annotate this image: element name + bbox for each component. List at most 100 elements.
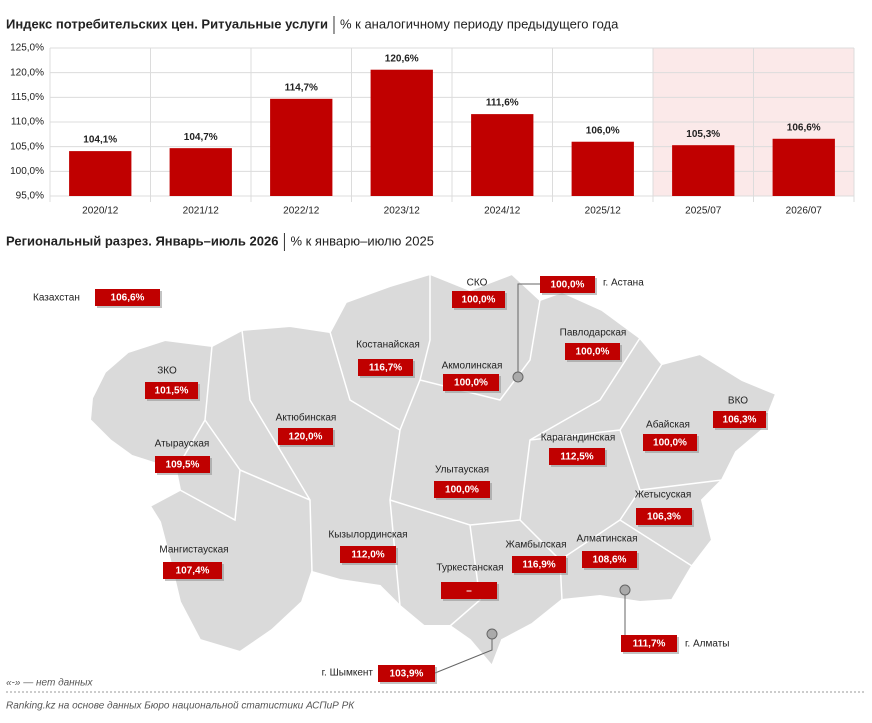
region-name: Казахстан bbox=[33, 293, 80, 304]
value-box bbox=[434, 481, 490, 498]
value-box bbox=[145, 382, 198, 399]
x-tick-label: 2020/12 bbox=[82, 206, 119, 217]
region-name: Туркестанская bbox=[436, 563, 503, 574]
value-label: 120,6% bbox=[385, 53, 419, 64]
x-tick-label: 2023/12 bbox=[384, 206, 421, 217]
region-name: Мангистауская bbox=[159, 545, 228, 556]
value-box bbox=[443, 374, 499, 391]
region-name: Павлодарская bbox=[560, 328, 627, 339]
value-label: 104,1% bbox=[83, 135, 117, 146]
bar bbox=[69, 151, 132, 196]
region-value: 112,0% bbox=[351, 550, 384, 561]
value-box bbox=[713, 411, 766, 428]
region-value: 112,5% bbox=[560, 452, 593, 463]
city-dot bbox=[486, 628, 498, 640]
region-value: 100,0% bbox=[551, 280, 585, 291]
region-name: Атырауская bbox=[155, 439, 210, 450]
value-box bbox=[621, 635, 677, 652]
footnote: «-» — нет данных bbox=[6, 678, 94, 689]
region-name: Костанайская bbox=[356, 340, 420, 351]
value-box bbox=[452, 291, 505, 308]
region-name: Кызылординская bbox=[328, 530, 407, 541]
region-value: 109,5% bbox=[166, 460, 200, 471]
bar bbox=[370, 69, 433, 196]
x-tick-label: 2021/12 bbox=[183, 206, 220, 217]
value-box bbox=[540, 276, 595, 293]
region-name: г. Алматы bbox=[685, 639, 729, 650]
value-box bbox=[636, 508, 692, 525]
region-name: ВКО bbox=[728, 396, 748, 407]
value-label: 111,6% bbox=[486, 98, 519, 109]
region-name: Улытауская bbox=[435, 465, 489, 476]
x-tick-label: 2025/07 bbox=[685, 206, 722, 217]
region-name: Актюбинская bbox=[276, 412, 337, 424]
value-label: 104,7% bbox=[184, 132, 218, 143]
value-box bbox=[565, 343, 620, 360]
x-tick-label: 2022/12 bbox=[283, 206, 320, 217]
region-name: г. Астана bbox=[603, 278, 644, 289]
y-tick-label: 100,0% bbox=[10, 166, 44, 177]
region-value: 100,0% bbox=[454, 378, 488, 389]
region-value: 100,0% bbox=[462, 295, 496, 306]
value-box bbox=[278, 428, 333, 445]
city-dot bbox=[619, 584, 631, 596]
region-name: Абайская bbox=[646, 419, 690, 431]
value-box bbox=[378, 665, 435, 682]
value-box bbox=[643, 434, 697, 451]
bar bbox=[772, 138, 835, 196]
region-value: 101,5% bbox=[155, 386, 189, 397]
value-box bbox=[441, 582, 497, 599]
city-dot bbox=[512, 371, 524, 383]
region-value: 100,0% bbox=[576, 347, 610, 358]
value-box bbox=[163, 562, 222, 579]
region-value: – bbox=[466, 586, 472, 597]
value-box bbox=[340, 546, 396, 563]
region-value: 116,7% bbox=[369, 363, 402, 374]
y-tick-label: 120,0% bbox=[10, 67, 44, 78]
region-value: 111,7% bbox=[633, 639, 666, 650]
region-value: 107,4% bbox=[176, 566, 210, 577]
source: Ranking.kz на основе данных Бюро национа… bbox=[6, 701, 355, 712]
map-subtitle: % к январю–июлю 2025 bbox=[290, 233, 433, 248]
region-name: СКО bbox=[467, 278, 488, 289]
region-name: Алматинская bbox=[577, 534, 638, 545]
bar bbox=[270, 98, 333, 196]
pointer bbox=[517, 283, 540, 377]
chart-subtitle: % к аналогичному периоду предыдущего год… bbox=[340, 16, 619, 31]
y-tick-label: 125,0% bbox=[10, 43, 44, 54]
region-value: 106,3% bbox=[723, 415, 757, 426]
chart-title: Индекс потребительских цен. Ритуальные у… bbox=[6, 16, 328, 31]
value-label: 114,7% bbox=[285, 82, 318, 93]
region-name: Жамбылская bbox=[506, 539, 567, 551]
value-box bbox=[95, 289, 160, 306]
y-tick-label: 105,0% bbox=[10, 141, 44, 152]
value-box bbox=[155, 456, 210, 473]
region-name: Жетысуская bbox=[635, 490, 692, 501]
region-value: 120,0% bbox=[289, 432, 323, 443]
x-tick-label: 2025/12 bbox=[585, 206, 622, 217]
value-box bbox=[582, 551, 637, 568]
bar bbox=[169, 148, 232, 196]
map-title: Региональный разрез. Январь–июль 2026 bbox=[6, 233, 278, 248]
region-value: 100,0% bbox=[445, 485, 479, 496]
bar bbox=[571, 141, 634, 196]
y-tick-label: 115,0% bbox=[11, 92, 44, 103]
y-tick-label: 110,0% bbox=[11, 117, 44, 128]
y-tick-label: 95,0% bbox=[16, 191, 44, 202]
bar bbox=[471, 114, 534, 196]
region-name: ЗКО bbox=[157, 366, 177, 377]
value-box bbox=[549, 448, 605, 465]
region-value: 116,9% bbox=[522, 560, 555, 571]
value-box bbox=[358, 359, 413, 376]
value-label: 106,0% bbox=[586, 125, 620, 136]
value-label: 105,3% bbox=[686, 129, 720, 140]
region-value: 106,6% bbox=[111, 293, 145, 304]
value-label: 106,6% bbox=[787, 122, 821, 133]
bar bbox=[672, 145, 735, 196]
region-value: 106,3% bbox=[647, 512, 681, 523]
value-box bbox=[512, 556, 566, 573]
x-tick-label: 2024/12 bbox=[484, 206, 521, 217]
region-value: 103,9% bbox=[390, 669, 424, 680]
region-name: г. Шымкент bbox=[322, 668, 374, 679]
